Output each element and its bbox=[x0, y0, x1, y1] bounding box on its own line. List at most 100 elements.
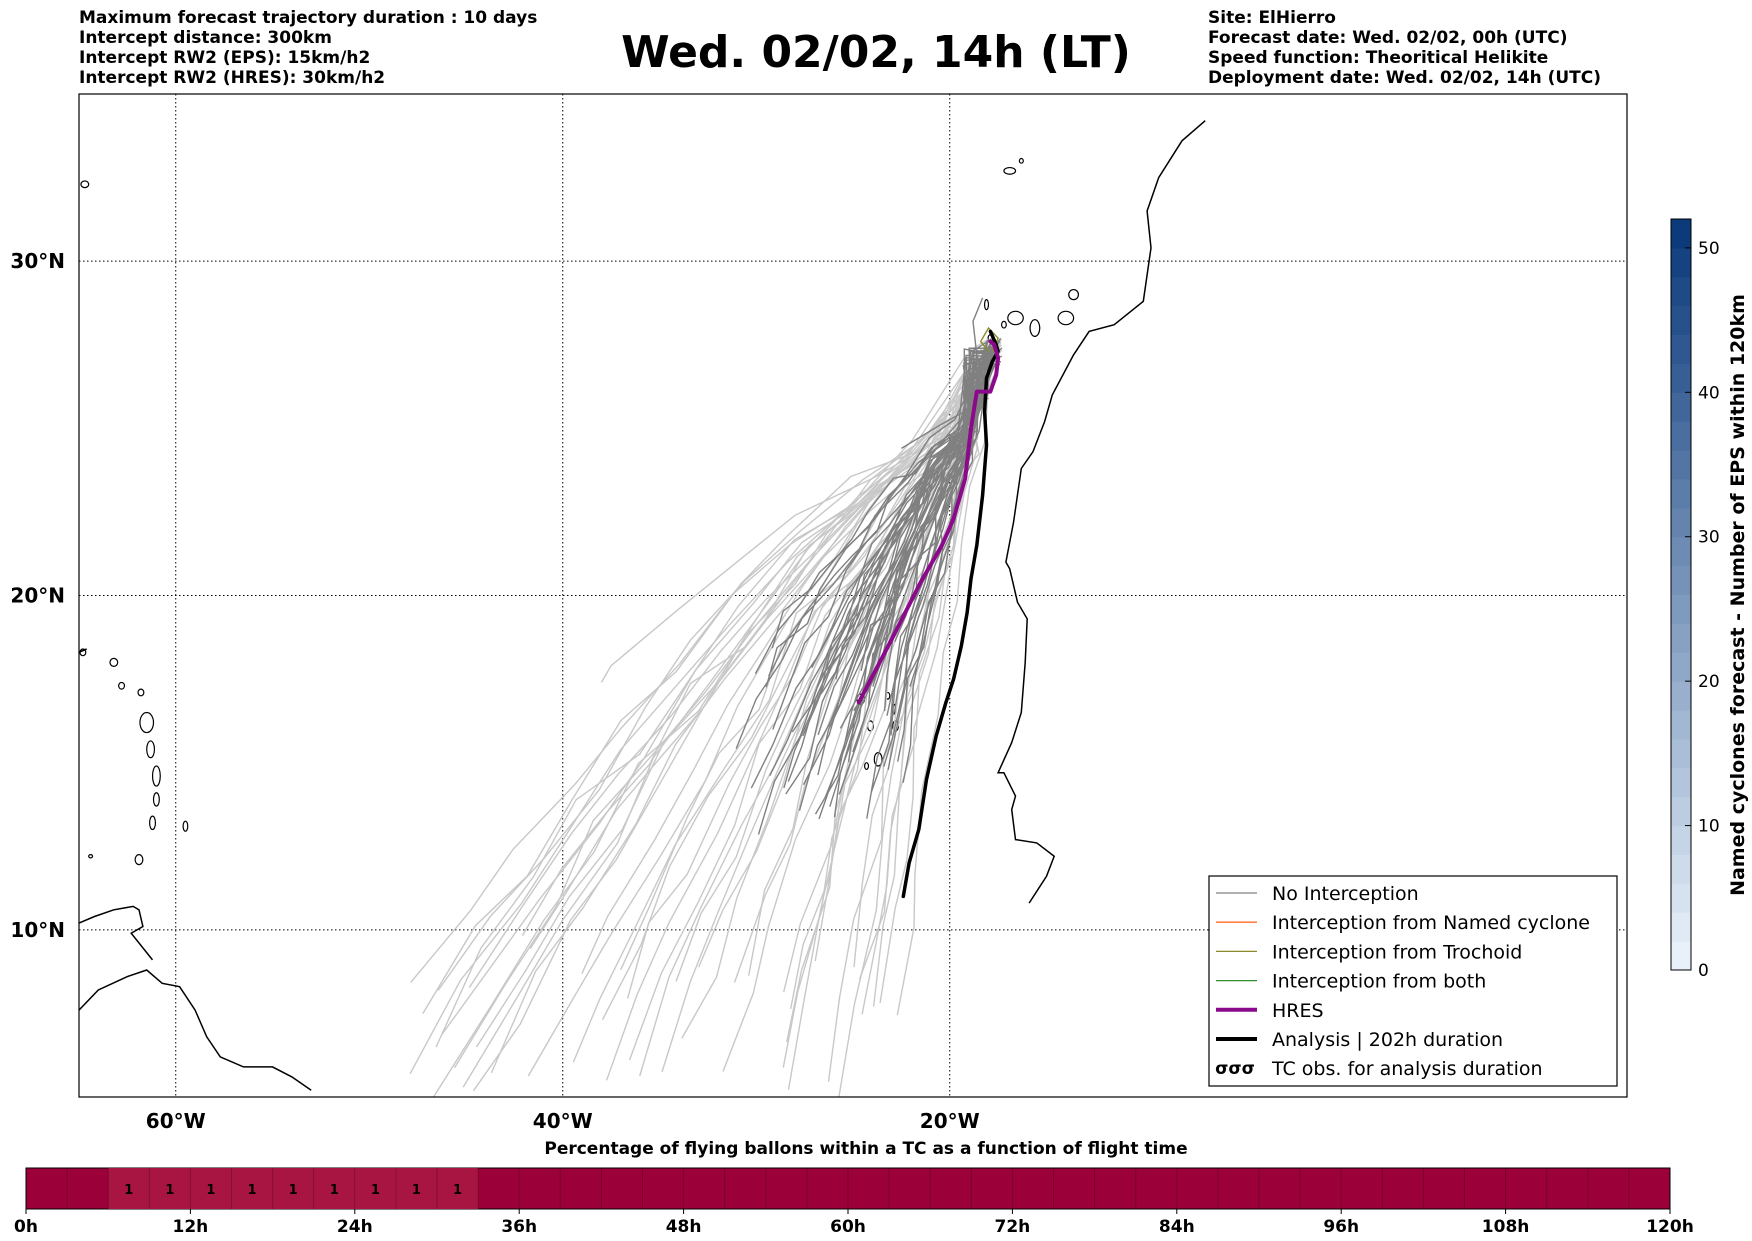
eps-track-no-interception bbox=[814, 343, 998, 815]
island-outline bbox=[1068, 288, 1080, 301]
timeline-tick-label: 48h bbox=[666, 1217, 702, 1237]
timeline-value: 1 bbox=[330, 1183, 339, 1198]
island-outline bbox=[88, 854, 94, 859]
island-outline bbox=[1018, 157, 1024, 164]
timeline-value: 1 bbox=[412, 1183, 421, 1198]
colorbar-label: Named cyclones forecast - Number of EPS … bbox=[1727, 294, 1749, 896]
colorbar-band bbox=[1671, 912, 1691, 942]
eps-track-light bbox=[435, 363, 993, 1048]
timeline-tick-label: 36h bbox=[501, 1217, 537, 1237]
eps-track-light bbox=[626, 352, 994, 999]
coastline-2 bbox=[79, 905, 154, 961]
island-outline bbox=[1001, 320, 1007, 329]
timeline-tick-label: 84h bbox=[1159, 1217, 1195, 1237]
timeline-value: 1 bbox=[289, 1183, 298, 1198]
page-title: Wed. 02/02, 14h (LT) bbox=[621, 27, 1131, 78]
colorbar-band bbox=[1671, 421, 1691, 451]
eps-track-no-interception bbox=[852, 341, 992, 753]
colorbar-band bbox=[1671, 652, 1691, 682]
colorbar-tick-label: 40 bbox=[1698, 383, 1720, 403]
island-outline bbox=[146, 740, 156, 759]
colorbar-band bbox=[1671, 219, 1691, 249]
timeline-ticks: 0h 12h 24h 36h 48h 60h 72h 84h 96h 108h 120h bbox=[14, 1209, 1694, 1237]
timeline-tick-label: 24h bbox=[337, 1217, 373, 1237]
island-outline bbox=[983, 299, 990, 311]
colorbar-band bbox=[1671, 883, 1691, 913]
colorbar-band bbox=[1671, 738, 1691, 769]
colorbar-frame bbox=[1670, 218, 1692, 971]
longitude-label: 40°W bbox=[533, 1109, 593, 1133]
eps-track-no-interception bbox=[735, 344, 997, 749]
colorbar-band bbox=[1671, 536, 1691, 567]
colorbar-band bbox=[1671, 450, 1691, 480]
settings-line-1: Maximum forecast trajectory duration : 1… bbox=[79, 8, 538, 28]
map-legend: No Interception Interception from Named c… bbox=[1208, 875, 1618, 1087]
island-outline bbox=[118, 681, 126, 690]
island-outline bbox=[873, 752, 883, 767]
settings-line-2: Intercept distance: 300km bbox=[79, 28, 332, 48]
legend-box bbox=[1208, 875, 1618, 1087]
island-outline bbox=[1057, 310, 1075, 326]
island-outline bbox=[1029, 319, 1041, 337]
island-outline bbox=[139, 711, 155, 734]
timeline-value: 1 bbox=[248, 1183, 257, 1198]
eps-track-no-interception bbox=[902, 352, 996, 783]
colorbar-tick-label: 10 bbox=[1698, 817, 1720, 837]
eps-track-no-interception bbox=[811, 337, 1002, 669]
timeline-value: 1 bbox=[371, 1183, 380, 1198]
colorbar-bands bbox=[1671, 219, 1691, 971]
longitude-label: 20°W bbox=[920, 1109, 980, 1133]
timeline-tick-label: 108h bbox=[1482, 1217, 1530, 1237]
timeline-dividers bbox=[66, 1168, 1630, 1209]
timeline-tick-label: 12h bbox=[173, 1217, 209, 1237]
colorbar-band bbox=[1671, 710, 1691, 740]
colorbar-band bbox=[1671, 363, 1691, 393]
colorbar-band bbox=[1671, 623, 1691, 653]
timeline-value: 1 bbox=[206, 1183, 215, 1198]
deployment-line-3: Speed function: Theoritical Helikite bbox=[1208, 48, 1549, 68]
eps-track-light bbox=[410, 350, 994, 983]
legend-label: HRES bbox=[1272, 1000, 1324, 1022]
timeline-value: 1 bbox=[165, 1183, 174, 1198]
map-gridlines bbox=[79, 94, 1627, 1097]
colorbar-band bbox=[1671, 334, 1691, 364]
legend-label: Interception from Named cyclone bbox=[1272, 912, 1590, 934]
colorbar-band bbox=[1671, 247, 1691, 278]
deployment-line-4: Deployment date: Wed. 02/02, 14h (UTC) bbox=[1208, 68, 1602, 88]
analysis-track bbox=[901, 329, 1000, 899]
latitude-label: 30°N bbox=[10, 249, 65, 273]
colorbar-band bbox=[1671, 507, 1691, 538]
colorbar-band bbox=[1671, 565, 1691, 595]
eps-track-light bbox=[462, 354, 994, 1088]
colorbar-band bbox=[1671, 276, 1691, 307]
island-outline bbox=[151, 765, 161, 787]
longitude-label: 60°W bbox=[146, 1109, 206, 1133]
island-outline bbox=[152, 792, 160, 807]
legend-label: Interception from Trochoid bbox=[1272, 941, 1522, 963]
colorbar-tick-label: 20 bbox=[1698, 672, 1720, 692]
legend-label: Interception from both bbox=[1272, 971, 1486, 993]
latitude-label: 20°N bbox=[10, 584, 65, 608]
timeline-tick-label: 60h bbox=[830, 1217, 866, 1237]
colorbar-tick-label: 30 bbox=[1698, 528, 1720, 548]
timeline-tick-label: 0h bbox=[14, 1217, 38, 1237]
colorbar-band bbox=[1671, 796, 1691, 827]
eps-track-light bbox=[472, 362, 1001, 1092]
settings-line-3: Intercept RW2 (EPS): 15km/h2 bbox=[79, 48, 371, 68]
colorbar-tick-label: 50 bbox=[1698, 239, 1720, 259]
island-outline bbox=[1003, 166, 1017, 175]
deployment-line-2: Forecast date: Wed. 02/02, 00h (UTC) bbox=[1208, 28, 1568, 48]
timeline-tick-label: 96h bbox=[1323, 1217, 1359, 1237]
colorbar-ticks: 0 10 20 30 40 50 bbox=[1685, 239, 1720, 981]
legend-label: TC obs. for analysis duration bbox=[1271, 1058, 1543, 1080]
forecast-settings: Maximum forecast trajectory duration : 1… bbox=[79, 8, 537, 88]
colorbar-tick-label: 0 bbox=[1698, 961, 1709, 981]
eps-tracks-no-interception bbox=[735, 297, 1003, 835]
island-outline bbox=[864, 762, 870, 770]
colorbar-band bbox=[1671, 854, 1691, 884]
coastline-1 bbox=[79, 969, 312, 1091]
longitude-labels: 60°W 40°W 20°W bbox=[146, 1109, 980, 1133]
timeline-highlight-segment bbox=[108, 1168, 479, 1209]
